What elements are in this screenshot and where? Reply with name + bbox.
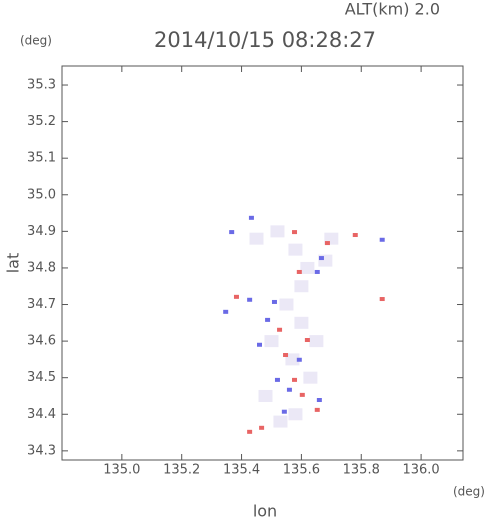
echo-point — [281, 409, 287, 414]
echo-point — [233, 294, 239, 299]
echo-point — [283, 353, 289, 358]
echo-point — [223, 309, 229, 314]
echo-point — [259, 425, 265, 430]
x-tick-label: 135.2 — [163, 463, 200, 478]
echo-point — [294, 280, 309, 293]
echo-point — [271, 299, 277, 304]
echo-point — [352, 233, 358, 238]
echo-point — [286, 387, 292, 392]
echo-point — [318, 256, 324, 261]
x-tick-label: 135.6 — [283, 463, 320, 478]
echo-point — [296, 269, 302, 274]
echo-point — [249, 232, 264, 245]
y-tick-label: 35.1 — [27, 151, 56, 166]
y-tick-label: 35.2 — [27, 114, 56, 129]
echo-point — [314, 269, 320, 274]
y-tick-label: 34.5 — [27, 370, 56, 385]
y-tick-label: 35.3 — [27, 78, 56, 93]
echo-point — [277, 327, 283, 332]
x-axis-label: lon — [253, 502, 277, 521]
chart-title: 2014/10/15 08:28:27 — [154, 28, 376, 52]
y-axis-label: lat — [4, 253, 23, 274]
echo-point — [294, 316, 309, 329]
y-unit: (deg) — [20, 34, 52, 48]
echo-point — [285, 353, 300, 366]
y-tick-label: 34.3 — [27, 443, 56, 458]
echo-point — [292, 377, 298, 382]
echo-point — [379, 297, 385, 302]
echo-point — [292, 230, 298, 235]
plot-area — [223, 215, 385, 434]
echo-point — [300, 261, 315, 274]
y-tick-label: 34.4 — [27, 407, 56, 422]
echo-point — [265, 317, 271, 322]
echo-point — [274, 377, 280, 382]
y-tick-label: 34.6 — [27, 334, 56, 349]
x-tick-label: 135.8 — [343, 463, 380, 478]
echo-point — [279, 298, 294, 311]
echo-point — [316, 398, 322, 403]
echo-point — [247, 429, 253, 434]
x-tick-label: 135.4 — [223, 463, 260, 478]
echo-point — [304, 338, 310, 343]
y-tick-label: 34.9 — [27, 224, 56, 239]
x-tick-label: 135.0 — [103, 463, 140, 478]
echo-point — [257, 342, 263, 347]
y-tick-label: 35.0 — [27, 187, 56, 202]
echo-point — [314, 407, 320, 412]
echo-point — [258, 389, 273, 402]
echo-point — [229, 230, 235, 235]
echo-point — [288, 243, 303, 256]
x-unit: (deg) — [453, 485, 485, 499]
echo-point — [309, 335, 324, 348]
echo-point — [324, 241, 330, 246]
echo-point — [303, 371, 318, 384]
echo-point — [296, 357, 302, 362]
echo-point — [270, 225, 285, 238]
echo-point — [379, 237, 385, 242]
echo-point — [248, 215, 254, 220]
subtitle: ALT(km) 2.0 — [345, 0, 440, 19]
echo-point — [247, 297, 253, 302]
echo-point — [264, 335, 279, 348]
y-tick-label: 34.8 — [27, 260, 56, 275]
echo-point — [299, 392, 305, 397]
y-tick-label: 34.7 — [27, 297, 56, 312]
x-tick-label: 136.0 — [402, 463, 439, 478]
plot-frame — [61, 65, 464, 461]
echo-point — [288, 408, 303, 421]
echo-point — [273, 415, 288, 428]
